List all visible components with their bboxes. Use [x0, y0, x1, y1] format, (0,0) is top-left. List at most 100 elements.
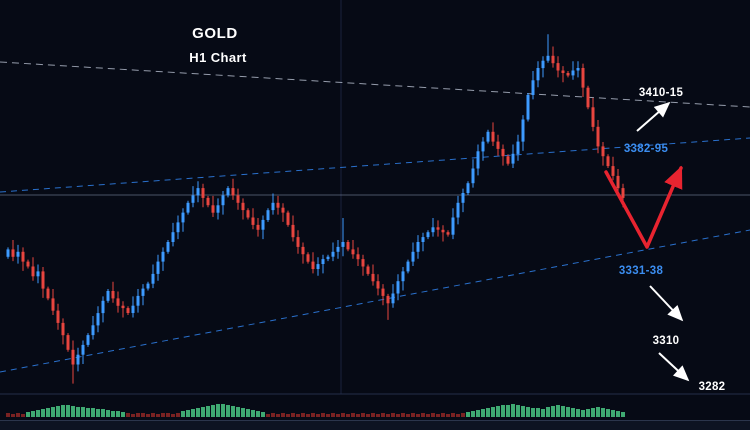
- candle-body: [136, 295, 140, 306]
- time-axis-strip: [0, 421, 750, 430]
- hist-bar: [101, 409, 105, 417]
- candle-body: [176, 222, 180, 233]
- hist-bar: [226, 405, 230, 417]
- candle-body: [121, 305, 125, 309]
- hist-bar: [86, 408, 90, 417]
- hist-bar: [481, 409, 485, 417]
- hist-bar: [26, 412, 30, 417]
- candle-body: [346, 242, 350, 250]
- hist-bar: [91, 408, 95, 417]
- hist-bar: [66, 405, 70, 417]
- hist-bar: [31, 411, 35, 417]
- candle-body: [66, 335, 70, 350]
- candle-body: [241, 202, 245, 211]
- candle-body: [221, 195, 225, 206]
- hist-bar: [396, 414, 400, 417]
- candle-body: [556, 63, 560, 71]
- hist-bar: [181, 411, 185, 417]
- candle-body: [126, 308, 130, 313]
- hist-bar: [511, 404, 515, 417]
- candle-body: [456, 202, 460, 218]
- candle-body: [476, 151, 480, 169]
- hist-bar: [426, 414, 430, 417]
- candle-body: [446, 232, 450, 235]
- hist-bar: [51, 407, 55, 417]
- hist-bar: [216, 404, 220, 417]
- hist-bar: [201, 407, 205, 417]
- candle-body: [366, 266, 370, 274]
- candle-body: [506, 156, 510, 164]
- hist-bar: [246, 409, 250, 417]
- hist-bar: [541, 409, 545, 417]
- candle-body: [51, 298, 55, 311]
- up-arrow-icon: [636, 101, 671, 132]
- candle-body: [276, 202, 280, 208]
- hist-bar: [546, 407, 550, 417]
- hist-bar: [286, 414, 290, 417]
- candle-body: [431, 227, 435, 233]
- candle-body: [576, 68, 580, 71]
- hist-bar: [21, 414, 25, 417]
- hist-bar: [321, 413, 325, 417]
- hist-bar: [211, 405, 215, 417]
- volume-histogram: [6, 404, 625, 417]
- level-label-3331-38: 3331-38: [619, 265, 664, 277]
- candle-body: [101, 300, 105, 314]
- candle-body: [321, 259, 325, 264]
- hist-bar: [301, 413, 305, 417]
- hist-bar: [96, 409, 100, 417]
- candle-body: [76, 354, 80, 365]
- hist-bar: [446, 414, 450, 417]
- hist-bar: [441, 413, 445, 417]
- hist-bar: [576, 409, 580, 417]
- hist-bar: [156, 414, 160, 417]
- hist-bar: [506, 405, 510, 417]
- hist-bar: [366, 414, 370, 417]
- hist-bar: [401, 413, 405, 417]
- candle-body: [356, 254, 360, 260]
- candle-body: [316, 264, 320, 269]
- projected-price-path-arrow: [604, 165, 683, 249]
- candle-body: [301, 246, 305, 255]
- hist-bar: [471, 411, 475, 417]
- candle-body: [561, 70, 565, 73]
- candle-body: [541, 60, 545, 69]
- hist-bar: [206, 406, 210, 417]
- candle-body: [31, 266, 35, 277]
- candle-body: [376, 281, 380, 289]
- candle-body: [526, 95, 530, 120]
- hist-bar: [316, 414, 320, 417]
- hist-bar: [416, 414, 420, 417]
- candle-body: [486, 131, 490, 142]
- candle-body: [516, 141, 520, 154]
- candle-body: [591, 107, 595, 127]
- candle-body: [586, 87, 590, 108]
- hist-bar: [6, 413, 10, 417]
- candle-body: [571, 70, 575, 76]
- hist-bar: [566, 407, 570, 417]
- candle-body: [171, 232, 175, 242]
- candle-body: [181, 212, 185, 223]
- hist-bar: [376, 414, 380, 417]
- hist-bar: [406, 414, 410, 417]
- hist-bar: [76, 407, 80, 417]
- level-label-3410-15: 3410-15: [639, 87, 684, 99]
- hist-bar: [326, 414, 330, 417]
- candle-body: [16, 251, 20, 257]
- candle-body: [196, 188, 200, 196]
- candle-body: [81, 344, 85, 355]
- candle-body: [186, 202, 190, 213]
- hist-bar: [461, 413, 465, 417]
- hist-bar: [591, 408, 595, 417]
- hist-bar: [81, 407, 85, 417]
- candle-body: [411, 251, 415, 262]
- candle-body: [371, 273, 375, 282]
- hist-bar: [251, 410, 255, 417]
- candle-body: [56, 310, 60, 323]
- chart-timeframe-subtitle: H1 Chart: [189, 50, 247, 65]
- hist-bar: [521, 406, 525, 417]
- hist-bar: [496, 406, 500, 417]
- hist-bar: [486, 408, 490, 417]
- candle-body: [161, 251, 165, 262]
